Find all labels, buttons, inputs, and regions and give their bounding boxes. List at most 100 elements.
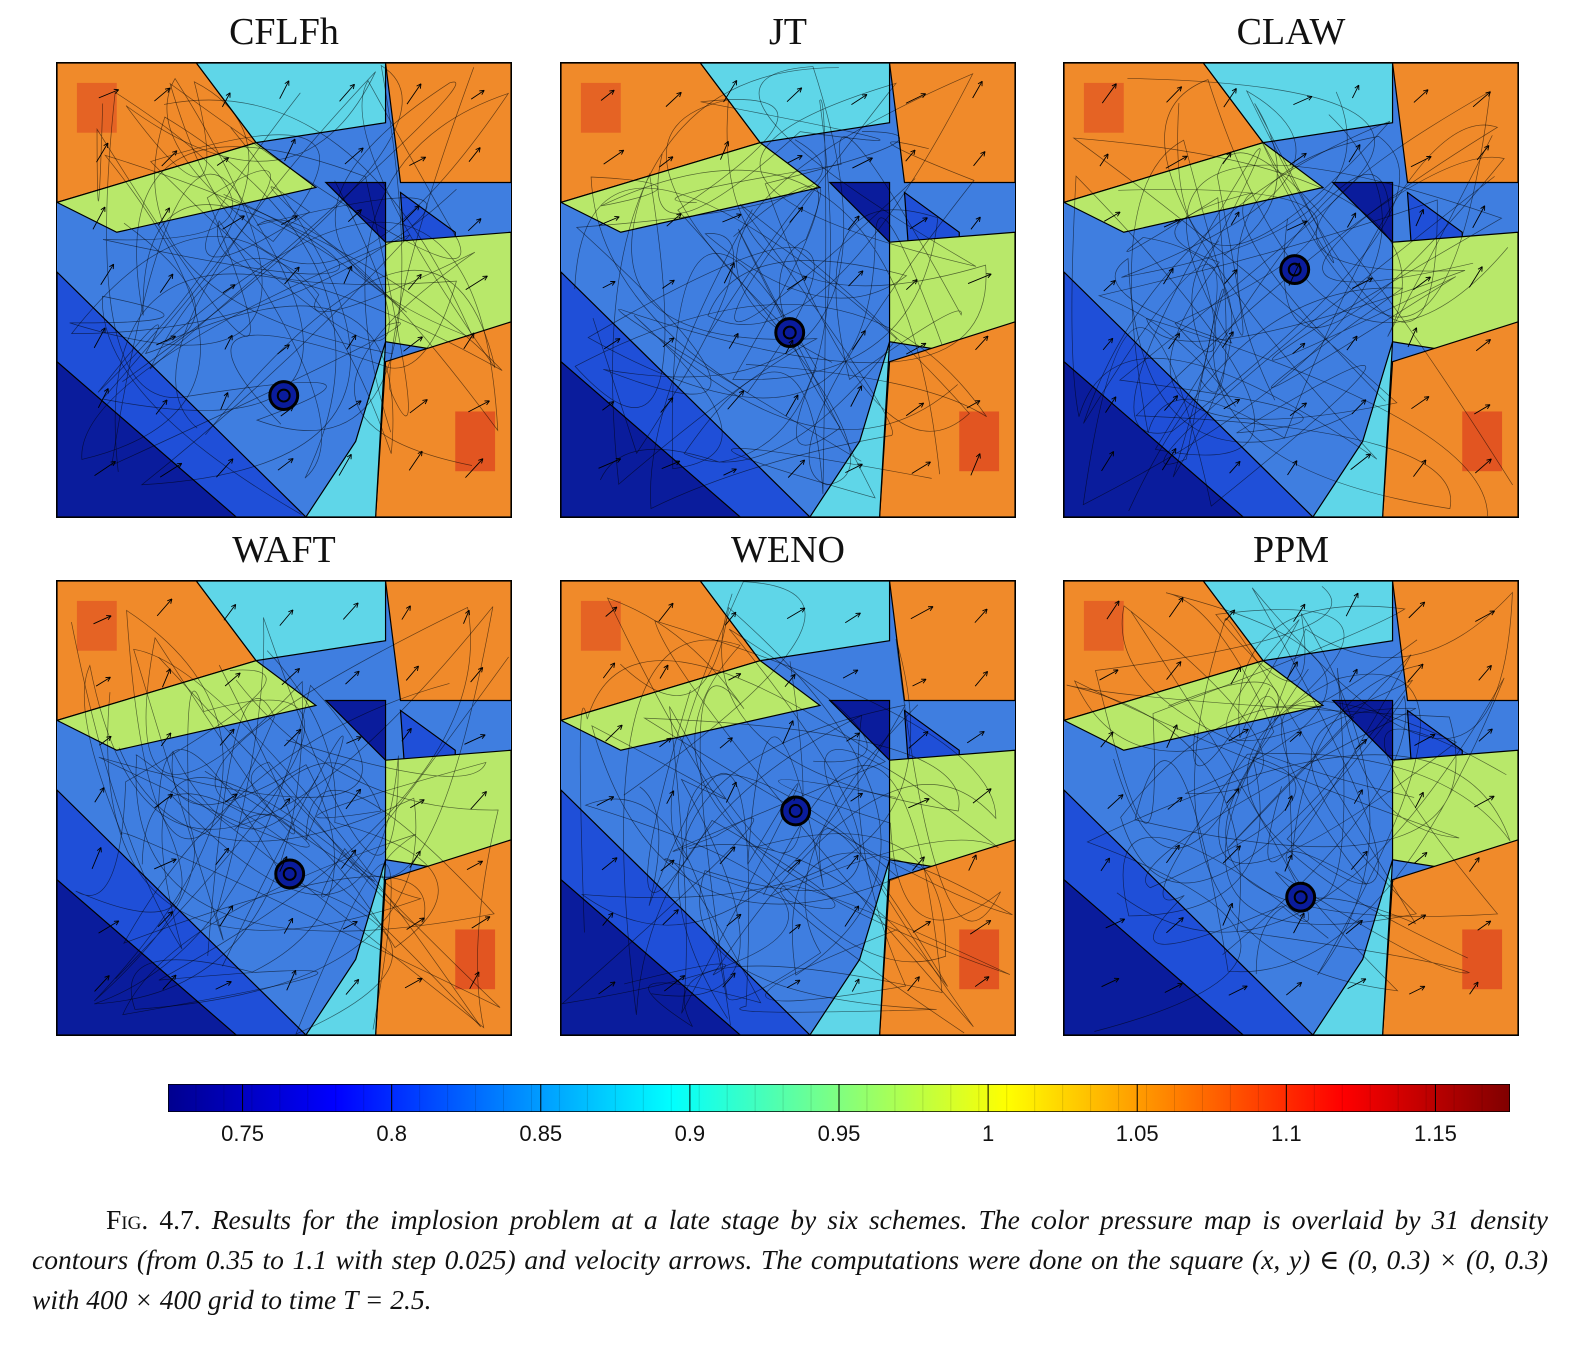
velocity-arrow: [284, 138, 296, 162]
velocity-arrow: [279, 80, 290, 99]
velocity-arrow: [786, 276, 808, 291]
velocity-arrowhead: [1418, 663, 1424, 669]
velocity-arrowhead: [867, 157, 873, 163]
velocity-arrow: [470, 791, 487, 810]
velocity-arrowhead: [920, 342, 927, 348]
velocity-arrowhead: [416, 273, 422, 280]
velocity-arrowhead: [855, 612, 861, 618]
density-contour: [1120, 619, 1413, 884]
velocity-arrow: [787, 155, 803, 164]
velocity-arrowhead: [1118, 794, 1124, 800]
velocity-arrow: [665, 92, 682, 107]
velocity-arrow: [785, 339, 794, 355]
velocity-arrowhead: [1426, 156, 1432, 161]
velocity-arrowhead: [668, 397, 674, 403]
density-contour: [133, 617, 482, 1028]
velocity-arrow: [220, 392, 229, 410]
velocity-arrowhead: [733, 332, 739, 339]
velocity-arrow: [1413, 89, 1429, 103]
velocity-arrow: [1230, 211, 1240, 225]
velocity-arrow: [666, 790, 675, 804]
velocity-arrowhead: [475, 147, 481, 153]
velocity-arrow: [159, 273, 174, 293]
velocity-arrowhead: [608, 401, 615, 407]
velocity-arrow: [789, 924, 801, 934]
velocity-arrowhead: [1235, 460, 1241, 467]
velocity-arrowhead: [231, 604, 237, 610]
transition-region: [809, 341, 891, 517]
velocity-arrowhead: [99, 787, 105, 793]
velocity-arrow: [842, 669, 859, 679]
velocity-arrowhead: [285, 798, 291, 804]
velocity-arrowhead: [1113, 977, 1120, 983]
velocity-arrow: [409, 156, 426, 166]
velocity-arrowhead: [1419, 791, 1424, 798]
colorbar-tick-label: 1.15: [1414, 1121, 1457, 1146]
velocity-arrow: [1105, 396, 1117, 413]
velocity-arrowhead: [673, 909, 679, 915]
velocity-arrow: [401, 728, 412, 742]
velocity-arrow: [221, 92, 231, 108]
velocity-arrow: [1168, 333, 1181, 350]
velocity-arrowhead: [110, 461, 116, 467]
velocity-arrow: [850, 385, 862, 407]
low-pressure-region: [324, 699, 387, 762]
velocity-arrowhead: [610, 281, 616, 286]
density-contour: [169, 80, 510, 435]
velocity-arrow: [1293, 912, 1305, 934]
velocity-arrow: [342, 921, 358, 930]
velocity-arrowhead: [1486, 664, 1492, 671]
velocity-arrowhead: [351, 849, 357, 855]
velocity-arrowhead: [910, 149, 916, 155]
velocity-arrow: [1226, 788, 1240, 804]
velocity-arrowhead: [354, 670, 360, 677]
velocity-arrow: [661, 460, 681, 470]
velocity-arrowhead: [1296, 981, 1303, 988]
density-contour: [1086, 611, 1511, 1032]
velocity-arrow: [1346, 335, 1358, 351]
density-contour: [1168, 609, 1468, 976]
colorbar: [168, 1084, 1510, 1112]
panel-title: CFLFh: [229, 11, 339, 53]
velocity-arrow: [1229, 460, 1241, 474]
velocity-arrow: [722, 213, 742, 223]
velocity-arrow: [277, 458, 294, 471]
velocity-arrow: [905, 149, 916, 162]
velocity-arrow: [470, 89, 485, 100]
velocity-arrowhead: [1353, 592, 1359, 599]
high-pressure-spot: [1462, 411, 1503, 472]
velocity-arrowhead: [1367, 277, 1373, 283]
colorbar-tick-label: 1.05: [1115, 1121, 1159, 1146]
velocity-arrow: [1289, 402, 1307, 417]
velocity-arrowhead: [1178, 917, 1184, 923]
velocity-arrowhead: [1236, 666, 1242, 672]
velocity-arrow: [215, 981, 232, 990]
velocity-arrowhead: [484, 400, 490, 406]
velocity-arrow: [722, 972, 736, 988]
velocity-arrow: [1228, 985, 1248, 996]
velocity-arrow: [1293, 95, 1313, 106]
velocity-arrow: [907, 976, 920, 992]
velocity-arrowhead: [165, 207, 170, 213]
colorbar-tick-label: 1: [981, 1121, 995, 1146]
low-pressure-region: [1064, 360, 1245, 517]
velocity-arrow: [345, 979, 360, 995]
density-contour: [1071, 79, 1509, 460]
velocity-arrowhead: [982, 670, 989, 677]
velocity-arrowhead: [1228, 902, 1234, 909]
transition-region: [1064, 659, 1325, 751]
velocity-arrowhead: [416, 83, 422, 89]
velocity-arrow: [158, 207, 170, 226]
velocity-arrowhead: [356, 209, 362, 215]
density-contour: [623, 639, 1011, 1034]
velocity-arrowhead: [724, 140, 730, 147]
velocity-arrow: [666, 213, 682, 227]
velocity-arrowhead: [1231, 88, 1237, 94]
density-contour: [97, 71, 376, 429]
velocity-arrowhead: [113, 88, 120, 94]
velocity-arrowhead: [1425, 276, 1431, 282]
velocity-arrow: [847, 215, 860, 230]
figure-label: Fig. 4.7.: [106, 1204, 201, 1235]
velocity-arrowhead: [484, 916, 491, 922]
velocity-arrowhead: [1299, 912, 1305, 919]
